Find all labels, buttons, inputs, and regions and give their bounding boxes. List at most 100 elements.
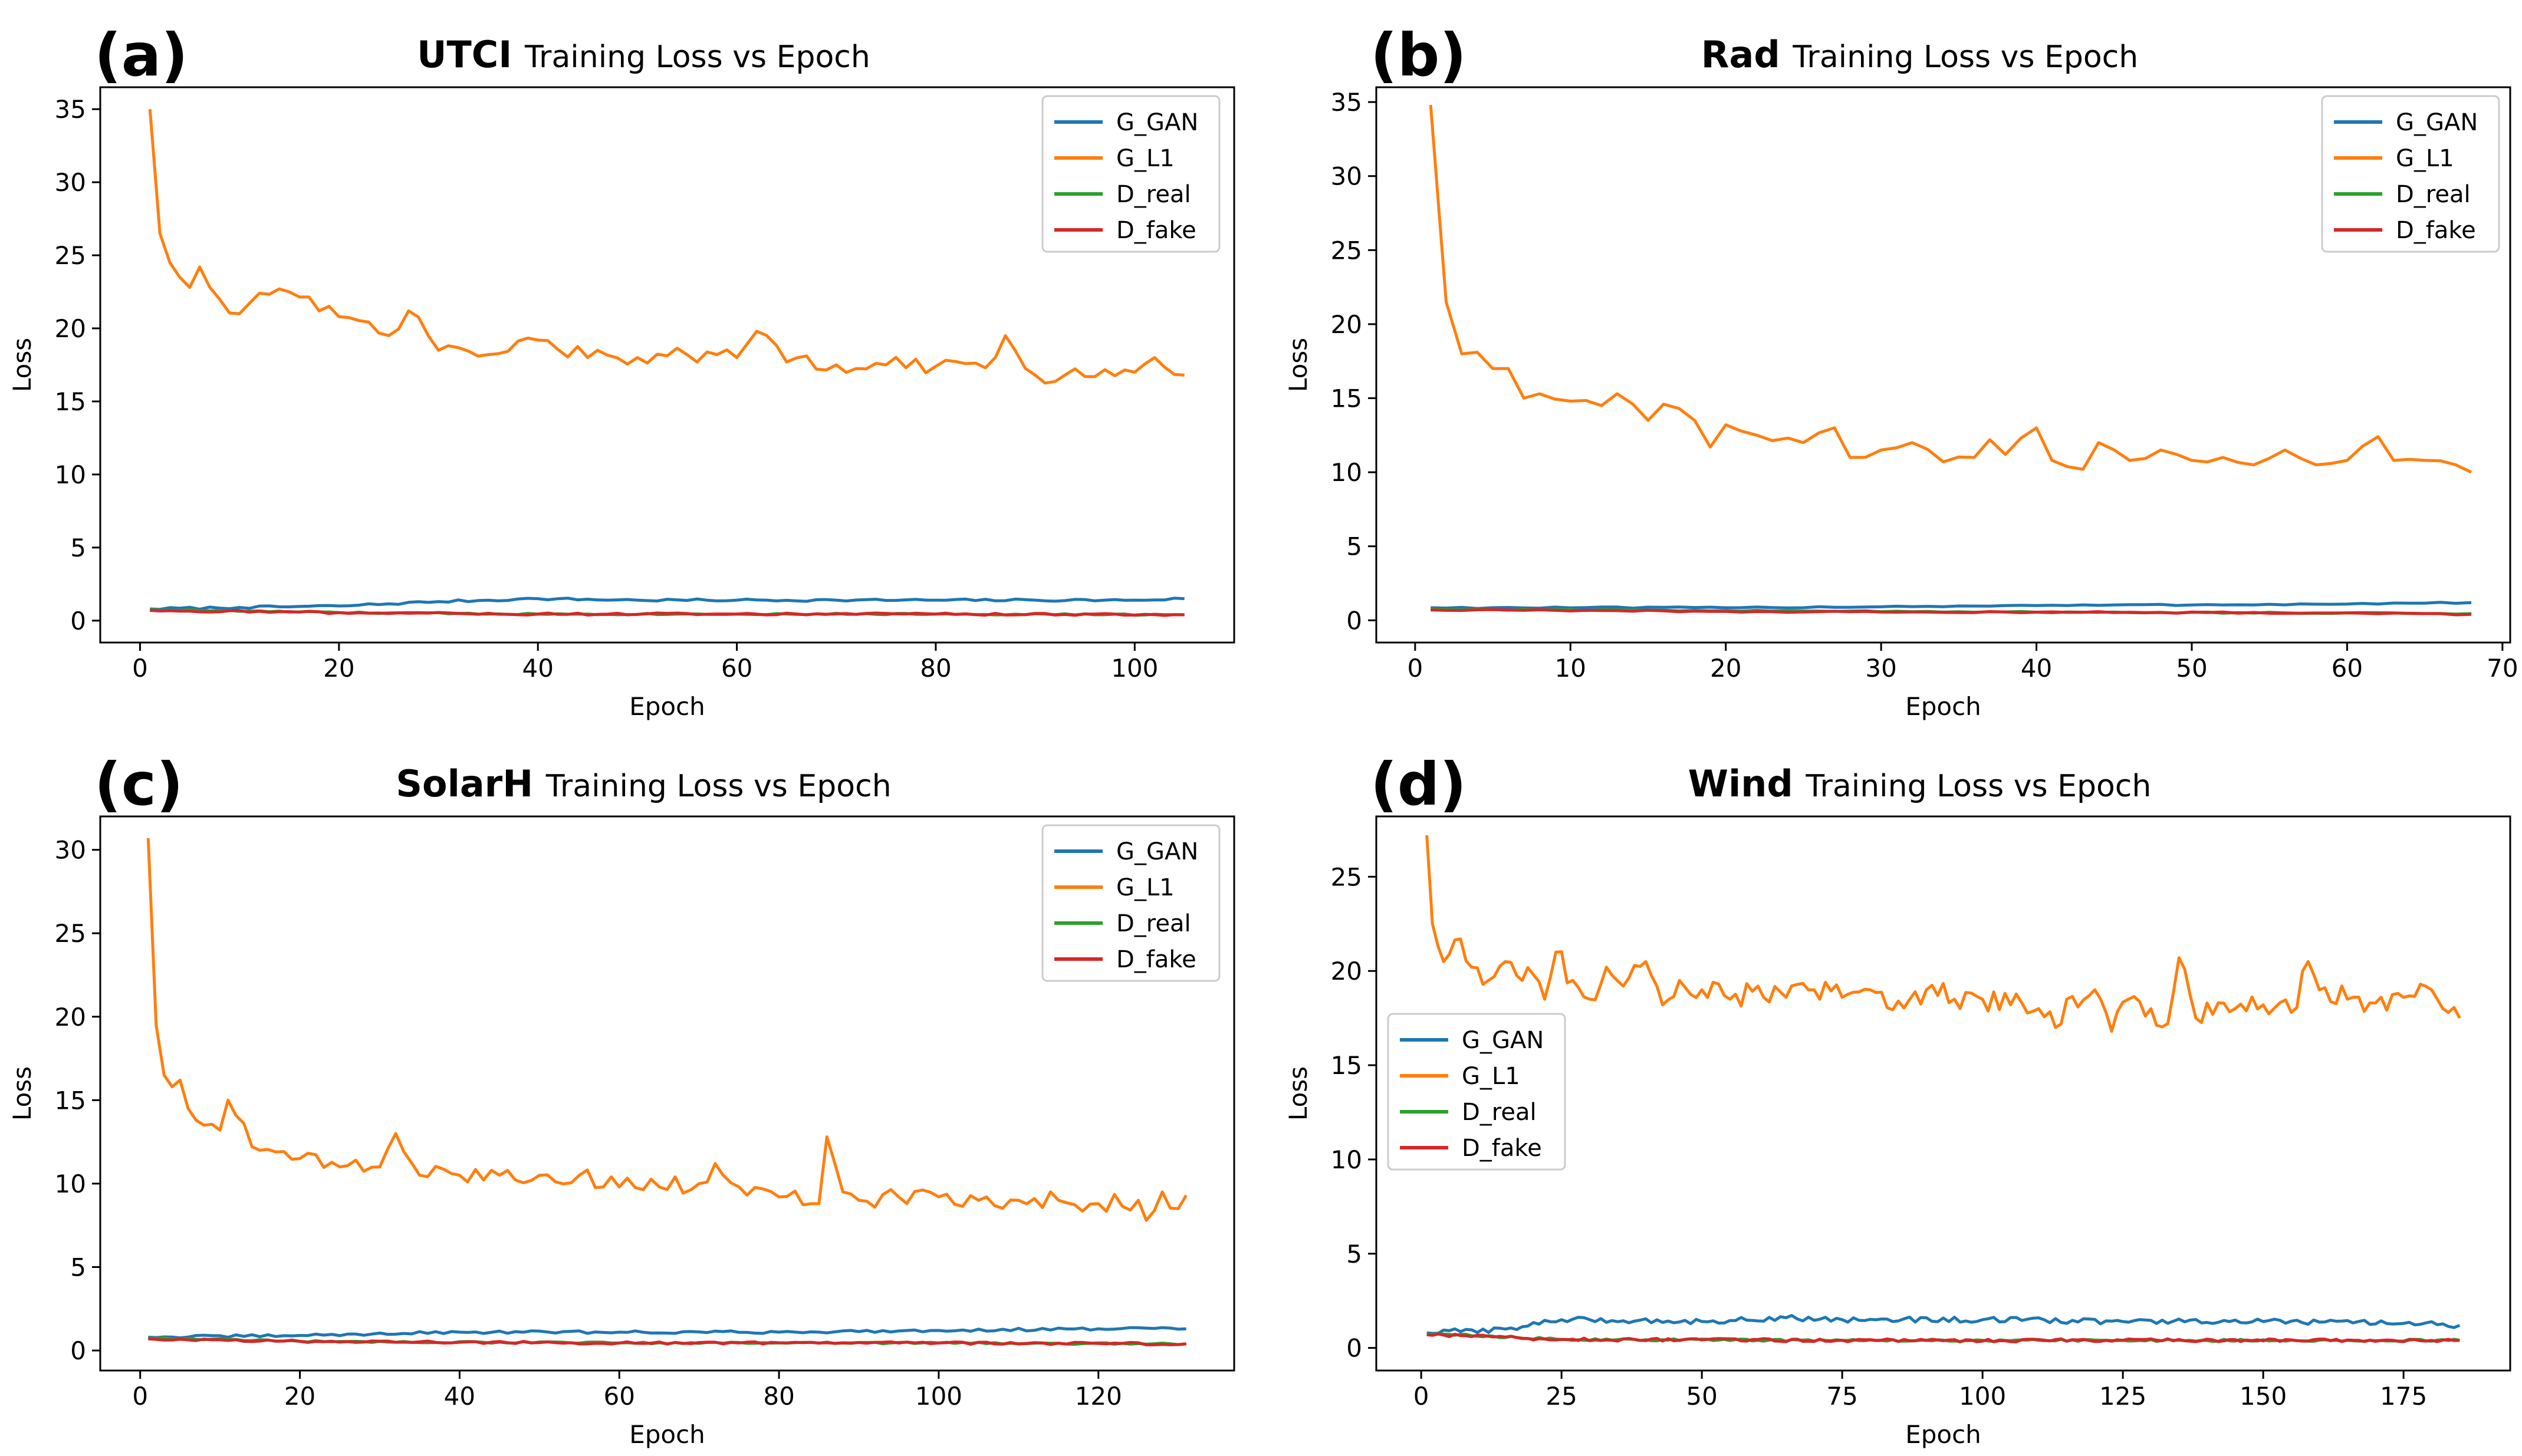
x-axis-label: Epoch <box>629 692 705 721</box>
axes-frame <box>99 815 1235 1372</box>
y-tick-label: 20 <box>1331 957 1362 986</box>
x-tick-label: 60 <box>721 654 752 683</box>
x-tick-label: 50 <box>1686 1382 1717 1411</box>
x-tick-label: 100 <box>1111 654 1158 683</box>
panel-d: 0 25 50 75 100 125 150 175 0 5 10 15 20 25 Epoch Loss Wi… <box>1284 750 2511 1449</box>
legend: G_GAN G_L1 D_real D_fake <box>2321 95 2500 253</box>
legend-entry: D_fake <box>1462 1135 1542 1162</box>
y-axis-label: Loss <box>8 338 37 392</box>
x-tick-label: 10 <box>1555 654 1586 683</box>
legend: G_GAN G_L1 D_real D_fake <box>1041 95 1221 253</box>
series-lines <box>148 109 1185 617</box>
x-tick-label: 25 <box>1546 1382 1577 1411</box>
title-variable: UTCI <box>417 33 525 76</box>
y-tick-label: 15 <box>55 1086 86 1115</box>
y-tick-label: 25 <box>1331 862 1362 891</box>
y-tick-label: 15 <box>55 387 86 416</box>
y-axis-label: Loss <box>8 1066 37 1121</box>
y-tick-label: 10 <box>55 1170 86 1198</box>
y-tick-label: 5 <box>70 533 86 562</box>
legend-entry: D_fake <box>2396 217 2476 244</box>
series-line-g-gan <box>1431 601 2472 610</box>
x-tick-label: 40 <box>2021 654 2052 683</box>
legend-entry: G_L1 <box>1462 1063 1520 1090</box>
panel-a: 0 20 40 60 80 100 0 5 10 15 20 25 30 35 Epoch Loss UTCI … <box>8 21 1235 721</box>
panel-b: 0 10 20 30 40 50 60 70 0 5 10 15 20 25 30 35 Epoch Loss Ra… <box>1284 21 2518 721</box>
axes-frame <box>1375 815 2511 1372</box>
title-variable: Wind <box>1688 762 1806 805</box>
x-tick-label: 60 <box>604 1382 635 1411</box>
legend-box <box>1041 95 1221 253</box>
x-tick-label: 0 <box>132 1382 148 1411</box>
title-text: Training Loss vs Epoch <box>545 769 892 804</box>
series-line-g-l1 <box>148 109 1185 385</box>
series-lines <box>146 838 1188 1346</box>
legend-entry: G_GAN <box>1116 838 1198 865</box>
x-tick-label: 70 <box>2487 654 2518 683</box>
chart-title: SolarH Training Loss vs Epoch <box>396 762 891 805</box>
series-line-g-l1 <box>1429 104 2472 474</box>
y-tick-label: 35 <box>55 95 86 124</box>
legend-entry: G_GAN <box>1116 109 1198 136</box>
panel-c: 0 20 40 60 80 100 120 0 5 10 15 20 25 30 Epoch Loss Sola… <box>8 750 1235 1449</box>
legend-box <box>1041 824 1221 982</box>
y-tick-label: 15 <box>1331 384 1362 413</box>
legend-entry: D_fake <box>1116 946 1196 973</box>
series-line-g-l1 <box>1425 835 2461 1033</box>
legend-entry: G_L1 <box>1116 145 1175 172</box>
title-variable: SolarH <box>396 762 545 805</box>
y-tick-label: 0 <box>1346 606 1362 635</box>
series-line-g-gan <box>150 597 1185 611</box>
title-text: Training Loss vs Epoch <box>1805 769 2151 804</box>
x-tick-label: 30 <box>1865 654 1896 683</box>
series-line-d-fake <box>1426 1332 2460 1343</box>
x-tick-label: 80 <box>763 1382 794 1411</box>
legend-entry: D_real <box>1116 181 1191 208</box>
y-tick-label: 20 <box>1331 310 1362 339</box>
panel-label: (b) <box>1370 21 1466 90</box>
x-axis-label: Epoch <box>1905 1420 1981 1449</box>
x-tick-label: 20 <box>284 1382 315 1411</box>
legend-box <box>1387 1013 1566 1171</box>
chart-title: Rad Training Loss vs Epoch <box>1701 33 2138 76</box>
y-tick-label: 35 <box>1331 88 1362 117</box>
x-tick-label: 125 <box>2099 1382 2146 1411</box>
legend-entry: D_real <box>1116 910 1191 937</box>
x-tick-label: 150 <box>2240 1382 2287 1411</box>
y-tick-label: 5 <box>70 1253 86 1282</box>
title-variable: Rad <box>1701 33 1793 76</box>
y-tick-label: 0 <box>70 607 86 635</box>
series-line-d-fake <box>1431 608 2472 617</box>
x-tick-label: 40 <box>522 654 553 683</box>
y-axis-label: Loss <box>1284 338 1313 392</box>
y-tick-label: 30 <box>55 168 86 197</box>
legend-entry: D_real <box>2396 181 2471 208</box>
x-tick-label: 0 <box>1407 654 1423 683</box>
x-tick-label: 120 <box>1075 1382 1122 1411</box>
series-lines <box>1429 104 2472 617</box>
x-tick-label: 0 <box>1413 1382 1429 1411</box>
y-tick-label: 5 <box>1346 1240 1362 1269</box>
series-line-g-gan <box>1426 1314 2461 1335</box>
title-text: Training Loss vs Epoch <box>1792 39 2138 75</box>
legend-entry: G_GAN <box>1462 1027 1544 1054</box>
y-tick-label: 0 <box>70 1336 86 1365</box>
x-tick-label: 20 <box>323 654 354 683</box>
x-tick-label: 20 <box>1710 654 1741 683</box>
x-axis-label: Epoch <box>629 1420 705 1449</box>
y-tick-label: 25 <box>55 241 86 270</box>
y-tick-label: 25 <box>55 919 86 948</box>
y-tick-label: 30 <box>1331 162 1362 191</box>
axes-frame <box>1375 86 2511 644</box>
legend-entry: G_GAN <box>2396 109 2478 136</box>
x-tick-label: 100 <box>915 1382 962 1411</box>
x-tick-label: 50 <box>2176 654 2207 683</box>
panel-label: (c) <box>94 750 183 819</box>
y-tick-label: 0 <box>1346 1334 1362 1363</box>
series-line-g-l1 <box>146 838 1188 1222</box>
y-tick-label: 10 <box>55 460 86 489</box>
series-line-g-gan <box>148 1326 1186 1340</box>
legend-entry: D_fake <box>1116 217 1196 244</box>
series-line-d-fake <box>150 609 1185 617</box>
